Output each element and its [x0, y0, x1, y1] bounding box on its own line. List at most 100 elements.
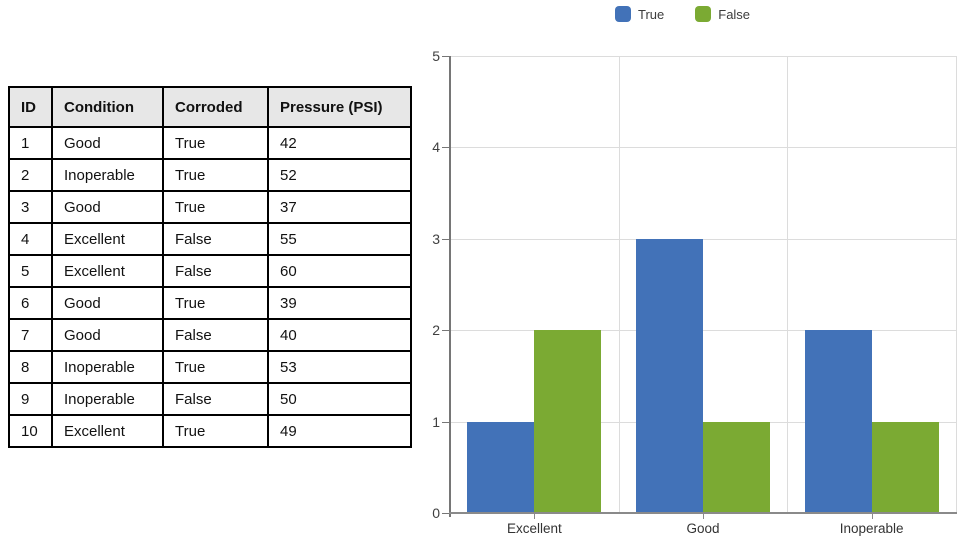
legend-item-false: False — [695, 6, 750, 22]
bar-group-inoperable — [787, 56, 956, 513]
table-cell: Good — [51, 286, 164, 320]
table-cell: Excellent — [51, 414, 164, 448]
table-cell: 42 — [267, 126, 412, 160]
table-cell: True — [162, 350, 269, 384]
y-axis-tick — [442, 147, 450, 149]
table-cell: 50 — [267, 382, 412, 416]
horizontal-gridline — [450, 238, 956, 240]
table-cell: True — [162, 190, 269, 224]
x-axis-line — [449, 512, 957, 514]
table-cell: 55 — [267, 222, 412, 256]
table-cell: 9 — [8, 382, 53, 416]
table-cell: 1 — [8, 126, 53, 160]
horizontal-gridline — [450, 56, 956, 57]
table-cell: 53 — [267, 350, 412, 384]
column-header-corroded: Corroded — [162, 86, 269, 128]
x-axis-label-excellent: Excellent — [506, 521, 562, 536]
table-cell: 5 — [8, 254, 53, 288]
table-cell: 37 — [267, 190, 412, 224]
legend-label-true: True — [638, 6, 665, 22]
bar-false-good — [703, 421, 770, 513]
table-cell: False — [162, 254, 269, 288]
bar-groups — [450, 56, 956, 513]
table-cell: 39 — [267, 286, 412, 320]
vertical-gridline — [787, 56, 789, 513]
table-cell: Good — [51, 126, 164, 160]
y-axis-label: 1 — [432, 413, 440, 430]
table-cell: 6 — [8, 286, 53, 320]
y-axis-label: 2 — [432, 322, 440, 339]
bar-group-excellent — [450, 56, 619, 513]
table-row: 4 Excellent False 55 — [8, 222, 412, 256]
table-cell: Inoperable — [51, 158, 164, 192]
bar-group-good — [619, 56, 788, 513]
table-cell: 60 — [267, 254, 412, 288]
legend-item-true: True — [615, 6, 664, 22]
table-cell: False — [162, 222, 269, 256]
y-axis-label: 3 — [432, 230, 440, 247]
table-row: 2 Inoperable True 52 — [8, 158, 412, 192]
table-row: 10 Excellent True 49 — [8, 414, 412, 448]
x-axis-tick — [534, 513, 536, 519]
table-cell: True — [162, 158, 269, 192]
plot-right-border — [956, 56, 957, 513]
y-axis-tick — [442, 330, 450, 332]
y-axis-tick — [442, 513, 450, 514]
legend-swatch-false — [695, 6, 712, 22]
horizontal-gridline — [450, 147, 956, 149]
table-row: 1 Good True 42 — [8, 126, 412, 160]
table-cell: True — [162, 414, 269, 448]
bar-false-inoperable — [871, 421, 939, 513]
table-body: 1 Good True 42 2 Inoperable True 52 3 Good True 37 4… — [8, 126, 412, 448]
vertical-gridline — [618, 56, 620, 513]
table-row: 7 Good False 40 — [8, 318, 412, 352]
x-axis-label-good: Good — [686, 521, 720, 536]
legend-swatch-true — [615, 6, 631, 22]
grouped-bar-chart: 0 1 2 3 4 5 Excellent Good Inoperable — [432, 48, 957, 536]
table-cell: Excellent — [51, 254, 164, 288]
table-cell: 52 — [267, 158, 412, 192]
bar-false-excellent — [534, 330, 602, 513]
table-header-row: ID Condition Corroded Pressure (PSI) — [8, 86, 412, 128]
table-cell: 10 — [8, 414, 53, 448]
table-cell: 2 — [8, 158, 53, 192]
table-cell: Inoperable — [51, 350, 164, 384]
pipes-data-table: ID Condition Corroded Pressure (PSI) 1 Good T… — [8, 86, 412, 448]
table-row: 8 Inoperable True 53 — [8, 350, 412, 384]
table-cell: 4 — [8, 222, 53, 256]
table-cell: Good — [51, 318, 164, 352]
table-cell: True — [162, 286, 269, 320]
y-axis-label: 5 — [432, 48, 440, 64]
y-axis-label: 0 — [432, 505, 440, 521]
table-cell: 7 — [8, 318, 53, 352]
table-cell: 3 — [8, 190, 53, 224]
bar-true-good — [636, 238, 703, 513]
column-header-condition: Condition — [51, 86, 164, 128]
x-axis-tick — [871, 513, 873, 519]
table-cell: False — [162, 382, 269, 416]
table-row: 3 Good True 37 — [8, 190, 412, 224]
y-axis-line — [449, 56, 451, 517]
table-row: 5 Excellent False 60 — [8, 254, 412, 288]
table-cell: Inoperable — [51, 382, 164, 416]
y-axis-tick — [442, 421, 450, 423]
bar-true-inoperable — [804, 330, 872, 513]
table-cell: False — [162, 318, 269, 352]
table-cell: 49 — [267, 414, 412, 448]
y-axis-tick — [442, 56, 450, 57]
x-axis-label-inoperable: Inoperable — [839, 521, 904, 536]
chart-legend: True False — [615, 6, 750, 22]
table-cell: Excellent — [51, 222, 164, 256]
chart-plot-area: 0 1 2 3 4 5 Excellent Good Inoperable — [432, 48, 957, 536]
table-cell: 8 — [8, 350, 53, 384]
column-header-pressure-psi-: Pressure (PSI) — [267, 86, 412, 128]
table-cell: 40 — [267, 318, 412, 352]
table-cell: Good — [51, 190, 164, 224]
horizontal-gridline — [450, 330, 956, 332]
y-axis-label: 4 — [432, 139, 440, 156]
y-axis-tick — [442, 238, 450, 240]
table-row: 9 Inoperable False 50 — [8, 382, 412, 416]
column-header-id: ID — [8, 86, 53, 128]
table-cell: True — [162, 126, 269, 160]
